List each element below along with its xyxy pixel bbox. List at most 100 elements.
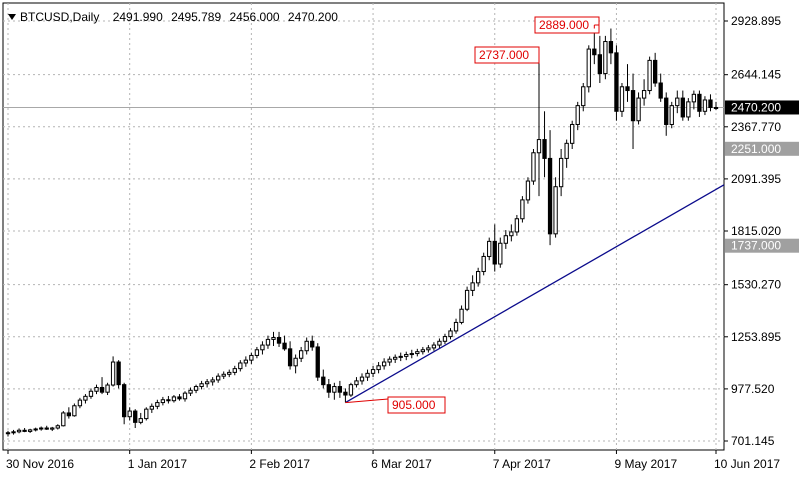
- candle-body: [94, 386, 99, 392]
- candle-body: [409, 353, 414, 356]
- candle-body: [542, 139, 547, 159]
- candle-body: [232, 368, 237, 373]
- candle-body: [503, 235, 508, 244]
- candle-body: [33, 428, 38, 431]
- low-value: 2456.000: [230, 10, 280, 24]
- price-level-label: 2470.200: [731, 100, 781, 114]
- candle-body: [470, 282, 475, 291]
- candle-body: [702, 99, 708, 112]
- candle-body: [27, 429, 33, 432]
- candle-body: [199, 383, 204, 388]
- y-tick-label: 1253.895: [731, 330, 781, 344]
- candle-body: [155, 402, 160, 407]
- candle-body: [287, 348, 293, 367]
- candle-body: [144, 408, 149, 420]
- candle-body: [415, 351, 420, 355]
- candle-body: [575, 105, 580, 125]
- candle-body: [221, 373, 226, 377]
- candle-body: [509, 231, 514, 237]
- candle-body: [481, 255, 486, 273]
- symbol-dropdown-icon[interactable]: [8, 14, 16, 20]
- price-level-badge: [725, 141, 799, 156]
- candle-body: [204, 381, 210, 385]
- candle-body: [531, 152, 536, 182]
- candle-body: [652, 59, 658, 84]
- candle-body: [697, 93, 702, 112]
- candle-body: [99, 386, 105, 393]
- candle-body: [249, 354, 254, 361]
- annotations: 2889.000 2737.000 905.000: [345, 16, 600, 414]
- price-annotation-label: 905.000: [392, 398, 436, 412]
- candle-body: [116, 361, 121, 386]
- open-value: 2491.990: [113, 10, 163, 24]
- price-annotation-box: [387, 396, 446, 414]
- candle-body: [326, 384, 331, 393]
- candle-body: [625, 86, 630, 92]
- candle-body: [50, 427, 55, 430]
- candle-body: [453, 321, 459, 332]
- candle-body: [354, 380, 359, 386]
- candle-body: [404, 353, 409, 357]
- x-tick-label: 7 Apr 2017: [493, 457, 551, 471]
- candle-body: [359, 376, 365, 382]
- candle-body: [72, 405, 77, 417]
- support-trendline: [345, 184, 725, 404]
- candle-body: [66, 412, 72, 417]
- x-tick-label: 10 Jun 2017: [714, 457, 780, 471]
- y-tick-label: 1815.020: [731, 224, 781, 238]
- candle-body: [498, 242, 503, 265]
- candles: [5, 28, 719, 437]
- candle-body: [210, 379, 215, 383]
- candle-body: [680, 97, 685, 118]
- candle-body: [149, 405, 154, 410]
- candle-body: [166, 399, 171, 402]
- candle-body: [260, 344, 265, 351]
- candle-body: [442, 336, 448, 342]
- candle-body: [188, 389, 193, 394]
- annotation-connector: [345, 398, 389, 404]
- candle-body: [376, 365, 381, 371]
- candle-body: [182, 392, 188, 400]
- candle-body: [77, 399, 83, 407]
- candle-body: [381, 361, 387, 367]
- x-tick-label: 30 Nov 2016: [6, 457, 74, 471]
- candle-body: [437, 340, 442, 346]
- candle-body: [675, 97, 680, 107]
- grid: [3, 3, 724, 450]
- y-tick-label: 2091.395: [731, 172, 781, 186]
- candle-body: [315, 346, 320, 378]
- candle-body: [387, 358, 392, 363]
- candle-body: [619, 86, 625, 112]
- candle-body: [398, 355, 403, 358]
- symbol-label: BTCUSD,Daily: [20, 10, 99, 24]
- svg-text:BTCUSD,Daily 2491.990: BTCUSD,Daily 2491.990 2495.789 2456.000 …: [20, 10, 338, 24]
- candle-body: [271, 337, 276, 340]
- chart-header: BTCUSD,Daily 2491.990 2495.789 2456.000 …: [8, 10, 338, 24]
- candle-body: [88, 390, 94, 397]
- trendline-layer: [345, 184, 725, 404]
- candle-body: [22, 429, 27, 432]
- candle-body: [459, 308, 464, 323]
- candle-body: [520, 199, 525, 220]
- candle-body: [348, 384, 354, 396]
- candle-body: [265, 338, 271, 346]
- candle-body: [581, 86, 586, 107]
- price-level-label: 2251.000: [731, 142, 781, 156]
- candle-body: [332, 386, 337, 393]
- candle-body: [669, 105, 674, 125]
- y-axis: 2928.895 2644.145 2367.770 2091.395 1815.020…: [724, 14, 799, 448]
- candle-body: [570, 123, 575, 144]
- candle-body: [110, 361, 116, 386]
- candle-body: [641, 90, 647, 99]
- candle-body: [393, 356, 398, 360]
- candle-body: [592, 48, 597, 56]
- candle-body: [177, 396, 182, 400]
- candle-body: [658, 82, 663, 99]
- candle-body: [464, 289, 470, 310]
- candle-body: [133, 410, 138, 423]
- high-value: 2495.789: [171, 10, 221, 24]
- candle-body: [514, 218, 520, 233]
- candle-body: [16, 429, 22, 433]
- candle-body: [365, 372, 370, 378]
